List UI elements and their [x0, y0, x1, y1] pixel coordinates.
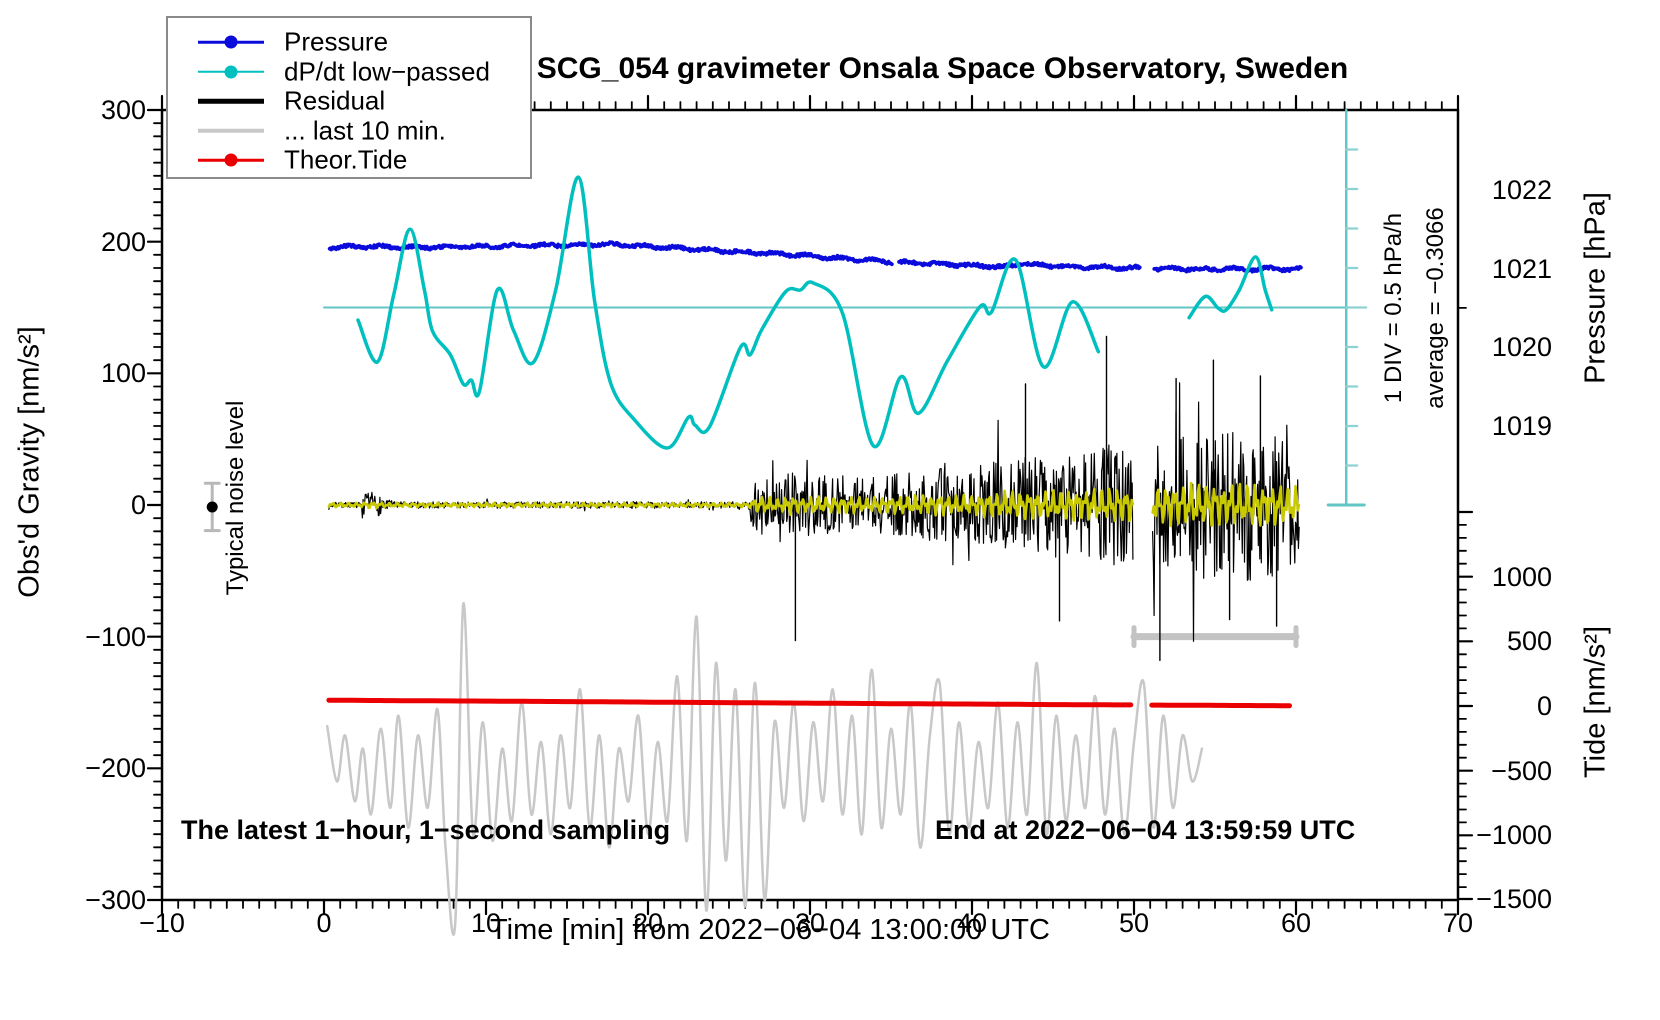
gravity-tick-label: −100	[85, 621, 146, 652]
end-time-note: End at 2022−06−04 13:59:59 UTC	[935, 815, 1356, 845]
residual-lowpassed-curve	[1151, 481, 1301, 528]
pressure-tick-label: 1019	[1491, 410, 1552, 441]
x-tick-label: 60	[1280, 908, 1312, 938]
tide-tick-label: −1500	[1476, 884, 1552, 914]
average-label: average = −0.3066	[1422, 207, 1449, 409]
x-tick-label: 0	[316, 908, 332, 938]
tide-tick-label: −500	[1491, 755, 1552, 786]
legend-item-theortide: Theor.Tide	[168, 144, 530, 175]
div-scale-label: 1 DIV = 0.5 hPa/h	[1380, 212, 1407, 404]
pressure-curve	[327, 240, 894, 267]
gravity-tick-label: 100	[100, 358, 146, 389]
tide-tick-label: −1000	[1476, 820, 1552, 851]
residual-extreme-spikes	[794, 335, 1278, 662]
theor-tide-curve	[1149, 702, 1292, 709]
x-tick-label: 10	[470, 908, 502, 938]
x-axis-label: Time [min] from 2022−06−04 13:00:00 UTC	[490, 914, 1050, 946]
legend-label: Theor.Tide	[284, 144, 408, 175]
gravity-tick-label: 300	[100, 94, 146, 125]
noise-level-label: Typical noise level	[222, 400, 249, 596]
y-axis-label-gravity: Obs'd Gravity [nm/s²]	[13, 326, 46, 598]
x-tick-label: 30	[794, 908, 826, 938]
pressure-tick-label: 1020	[1491, 332, 1552, 363]
x-tick-label: 40	[956, 908, 988, 938]
dpdt-curve	[356, 175, 1101, 450]
x-tick-label: 70	[1442, 908, 1474, 938]
gravity-tick-label: −300	[85, 885, 146, 915]
noise-level-dot	[206, 501, 218, 513]
legend-label: Pressure	[284, 26, 389, 57]
x-tick-label: −10	[139, 908, 185, 938]
legend-label: dP/dt low−passed	[284, 56, 490, 86]
pressure-tick-label: 1022	[1491, 175, 1552, 205]
tide-tick-label: 0	[1536, 691, 1552, 721]
axis-minor-ticks	[153, 101, 1467, 909]
legend: Pressure dP/dt low−passed Residual ... l…	[166, 16, 532, 179]
residual-lowpassed-curve	[327, 487, 1135, 523]
last10min-curve	[325, 602, 1204, 936]
y-axis-label-pressure: Pressure [hPa]	[1579, 192, 1612, 384]
tide-tick-label: 1000	[1491, 561, 1552, 592]
legend-item-last10: ... last 10 min.	[168, 115, 530, 145]
x-tick-label: 50	[1118, 908, 1150, 938]
gravity-tick-label: 200	[100, 226, 146, 257]
theor-tide-curve	[326, 697, 1134, 708]
y-axis-label-tide: Tide [nm/s²]	[1579, 625, 1612, 779]
legend-item-pressure: Pressure	[168, 26, 530, 57]
legend-label: Residual	[284, 85, 386, 116]
pressure-curve	[1152, 264, 1303, 274]
dpdt-curve	[1187, 255, 1274, 320]
x-tick-label: 20	[632, 908, 664, 938]
legend-item-residual: Residual	[168, 85, 530, 116]
gravity-tick-label: 0	[130, 490, 146, 520]
pressure-tick-label: 1021	[1491, 253, 1552, 284]
sampling-note: The latest 1−hour, 1−second sampling	[181, 815, 671, 845]
page-title: SCG_054 gravimeter Onsala Space Observat…	[536, 52, 1349, 85]
last10min-range-bar-caps	[1131, 625, 1299, 649]
dpdt-scale-bar-ticks	[1345, 148, 1368, 467]
legend-item-dpdt: dP/dt low−passed	[168, 56, 530, 86]
tide-tick-label: 500	[1506, 626, 1552, 657]
gravity-tick-label: −200	[85, 753, 146, 784]
legend-label: ... last 10 min.	[284, 115, 446, 145]
